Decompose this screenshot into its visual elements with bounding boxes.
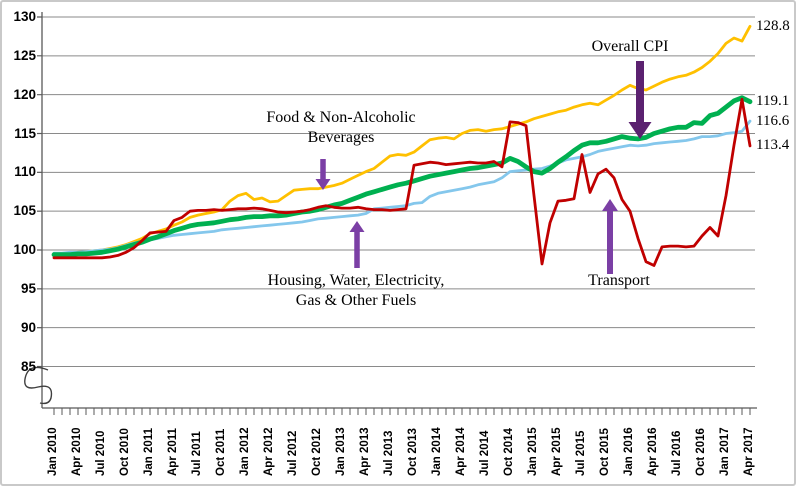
x-tick-label: Jan 2014 — [431, 427, 443, 476]
annotation-housing-line1: Housing, Water, Electricity, — [267, 272, 445, 289]
housing-up-arrow-icon — [349, 221, 365, 268]
x-tick-label: Jul 2012 — [287, 430, 299, 476]
x-tick-label: Oct 2013 — [407, 428, 419, 476]
line-transport — [52, 97, 752, 267]
x-tick-label: Apr 2011 — [167, 428, 179, 476]
x-tick-label: Jan 2015 — [527, 427, 539, 476]
end-label-transport: 113.4 — [756, 137, 790, 154]
overall-cpi-down-arrow-icon — [628, 61, 652, 139]
x-tick-label: Apr 2015 — [551, 427, 563, 476]
series-lines — [51, 24, 753, 267]
y-tick-label: 130 — [13, 9, 36, 24]
x-tick-label: Jul 2014 — [479, 430, 491, 476]
x-tick-label: Oct 2016 — [695, 428, 707, 476]
x-tick-label: Jan 2017 — [719, 427, 731, 476]
x-tick-label: Jul 2013 — [383, 430, 395, 476]
x-tick-label: Apr 2010 — [71, 427, 83, 476]
x-tick-label: Jul 2010 — [95, 430, 107, 476]
annotation-housing-line2: Gas & Other Fuels — [295, 292, 417, 309]
line-food-non-alcoholic-beverages — [51, 95, 753, 258]
x-tick-label: Jan 2011 — [143, 428, 155, 476]
y-tick-label: 90 — [20, 319, 36, 335]
annotation-overall-cpi: Overall CPI — [591, 38, 669, 55]
x-tick-label: Oct 2011 — [215, 428, 227, 476]
y-tick-label: 110 — [14, 164, 36, 180]
x-tick-label: Jul 2015 — [575, 430, 587, 476]
annotation-food-line1: Food & Non-Alcoholic — [266, 109, 416, 126]
x-tick-label: Jul 2011 — [191, 431, 203, 476]
end-label-housing: 116.6 — [756, 112, 790, 129]
x-tick-label: Oct 2012 — [311, 428, 323, 476]
annotation-transport: Transport — [588, 272, 650, 289]
y-tick-label: 85 — [20, 358, 36, 374]
x-tick-label: Jan 2016 — [623, 427, 635, 476]
x-tick-label: Oct 2015 — [599, 428, 611, 476]
x-tick-label: Jan 2010 — [47, 427, 59, 476]
y-tick-label: 105 — [13, 203, 36, 219]
end-label-food: 119.1 — [756, 93, 790, 110]
line-housing-water-electricity-gas-other-fuels — [52, 119, 752, 255]
y-tick-label: 115 — [14, 125, 36, 141]
x-tick-label: Oct 2014 — [503, 428, 515, 476]
end-label-overall-cpi: 128.8 — [756, 17, 790, 34]
axes — [37, 12, 757, 415]
annotation-arrows — [315, 61, 652, 274]
x-tick-label: Jul 2016 — [671, 430, 683, 476]
y-tick-label: 125 — [13, 47, 36, 63]
gridlines — [42, 16, 755, 368]
x-tick-label: Jan 2013 — [335, 427, 347, 476]
y-tick-label: 120 — [13, 86, 36, 102]
x-tick-label: Apr 2014 — [455, 427, 467, 476]
x-tick-label: Jan 2012 — [239, 427, 251, 476]
y-tick-label: 100 — [13, 242, 36, 257]
axis-break-icon — [24, 366, 53, 405]
line-overall-cpi — [52, 24, 752, 256]
x-tick-label: Oct 2010 — [119, 428, 131, 476]
transport-up-arrow-icon — [602, 199, 618, 274]
annotation-food-line2: Beverages — [307, 129, 375, 146]
x-tick-label: Apr 2012 — [263, 427, 275, 476]
x-tick-label: Apr 2013 — [359, 427, 371, 476]
y-tick-label: 95 — [20, 280, 36, 296]
x-tick-label: Apr 2016 — [647, 427, 659, 476]
x-tick-label: Apr 2017 — [743, 427, 755, 476]
food-down-arrow-icon — [315, 159, 331, 190]
